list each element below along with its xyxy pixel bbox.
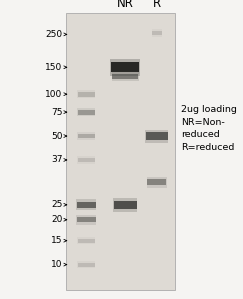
Text: R: R bbox=[153, 0, 161, 10]
Bar bbox=[77, 156, 95, 164]
Text: 100: 100 bbox=[45, 90, 63, 99]
Text: NR: NR bbox=[117, 0, 134, 10]
Bar bbox=[66, 13, 175, 290]
Bar bbox=[78, 263, 95, 267]
Bar bbox=[147, 179, 166, 185]
Bar bbox=[147, 177, 167, 188]
Bar bbox=[77, 90, 95, 98]
Text: 25: 25 bbox=[51, 200, 63, 209]
Bar bbox=[112, 71, 139, 81]
Bar bbox=[114, 201, 137, 209]
Bar bbox=[77, 261, 95, 269]
Bar bbox=[78, 158, 95, 162]
Bar bbox=[111, 62, 139, 72]
Bar bbox=[76, 215, 96, 225]
Bar bbox=[77, 108, 95, 116]
Text: 10: 10 bbox=[51, 260, 63, 269]
Text: 37: 37 bbox=[51, 155, 63, 164]
Text: 15: 15 bbox=[51, 236, 63, 245]
Text: 75: 75 bbox=[51, 108, 63, 117]
Bar bbox=[78, 134, 95, 138]
Bar bbox=[152, 31, 162, 35]
Text: 20: 20 bbox=[51, 215, 63, 224]
Bar bbox=[77, 237, 95, 245]
Bar bbox=[78, 239, 95, 243]
Bar bbox=[146, 132, 168, 140]
Bar bbox=[78, 92, 95, 97]
Bar bbox=[77, 217, 96, 222]
Bar bbox=[76, 199, 96, 210]
Bar bbox=[152, 29, 162, 37]
Text: 150: 150 bbox=[45, 63, 63, 72]
Bar bbox=[77, 202, 96, 208]
Text: 50: 50 bbox=[51, 132, 63, 141]
Bar bbox=[78, 110, 95, 115]
Bar bbox=[145, 129, 168, 143]
Bar bbox=[113, 198, 137, 212]
Text: 2ug loading
NR=Non-
reduced
R=reduced: 2ug loading NR=Non- reduced R=reduced bbox=[181, 105, 237, 152]
Text: 250: 250 bbox=[46, 30, 63, 39]
Bar bbox=[111, 59, 140, 76]
Bar bbox=[112, 74, 138, 79]
Bar bbox=[77, 132, 95, 140]
